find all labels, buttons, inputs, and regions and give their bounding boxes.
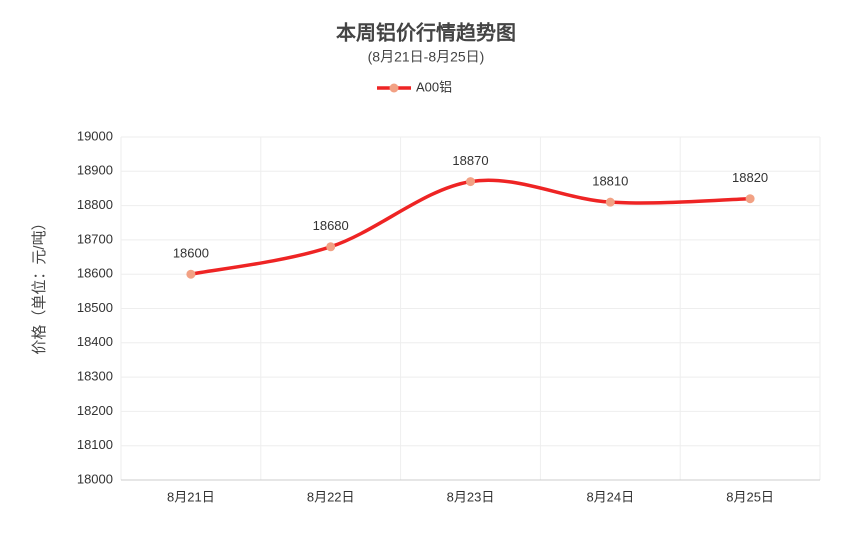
data-point [605,197,615,207]
data-point [326,242,336,252]
y-tick-label: 18300 [77,369,113,384]
x-tick-label: 8月21日 [167,489,215,504]
x-tick-label: 8月22日 [307,489,355,504]
x-tick-label: 8月25日 [726,489,774,504]
y-tick-label: 18200 [77,403,113,418]
y-tick-label: 18100 [77,437,113,452]
y-tick-label: 18600 [77,266,113,281]
y-tick-label: 18500 [77,300,113,315]
y-tick-label: 18900 [77,163,113,178]
data-label: 18820 [732,170,768,185]
y-tick-label: 18700 [77,231,113,246]
x-tick-label: 8月24日 [586,489,634,504]
data-point [466,177,475,187]
legend-marker [389,83,399,93]
y-tick-label: 18000 [77,471,113,486]
y-axis-label: 价格（单位：元/吨） [31,215,48,354]
data-label: 18810 [592,174,628,189]
y-tick-label: 19000 [77,128,113,143]
chart-subtitle: (8月21日-8月25日) [368,49,485,65]
data-point [745,194,755,204]
series-line [190,178,751,276]
y-tick-label: 18800 [77,197,113,212]
data-label: 18600 [173,246,209,261]
chart-title: 本周铝价行情趋势图 [336,20,516,44]
x-tick-label: 8月23日 [447,489,495,504]
data-point [186,269,196,279]
data-label: 18870 [452,153,488,168]
legend-label: A00铝 [416,79,452,94]
y-tick-label: 18400 [77,334,113,349]
data-label: 18680 [313,218,349,233]
